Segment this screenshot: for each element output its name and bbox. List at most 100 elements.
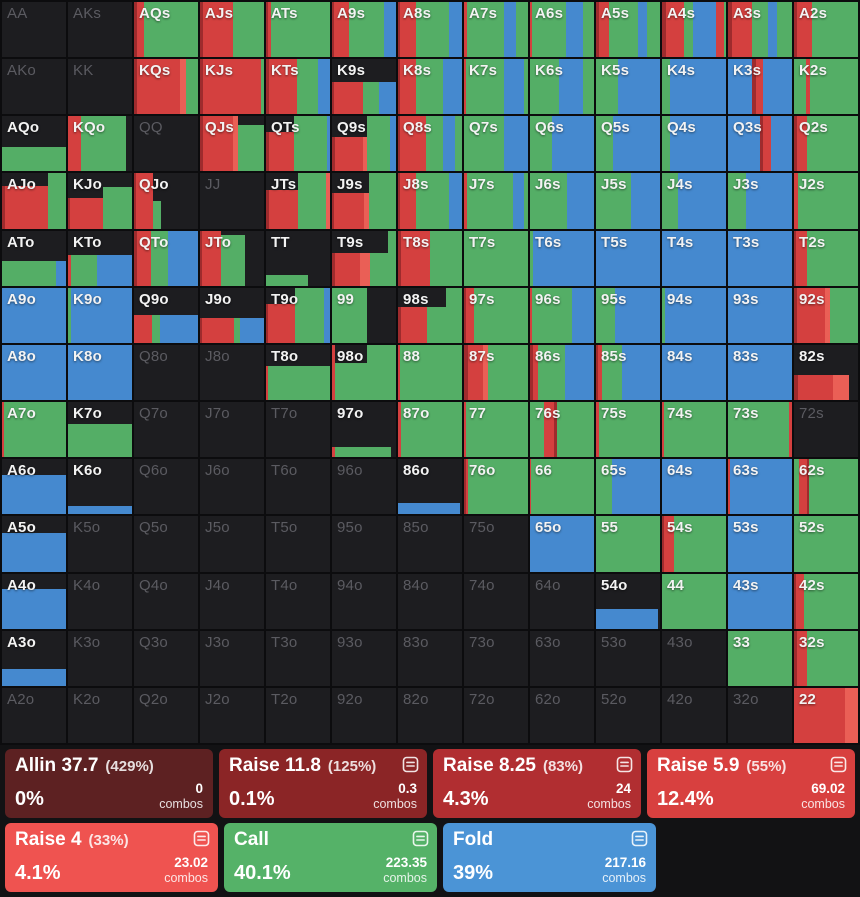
action-button-allin[interactable]: Allin 37.7 (429%) 0% 0 combos bbox=[5, 749, 213, 818]
hand-cell-43s[interactable]: 43s bbox=[728, 573, 792, 629]
hand-cell-84o[interactable]: 84o bbox=[398, 573, 462, 629]
hand-cell-QTs[interactable]: QTs bbox=[266, 116, 330, 172]
action-button-raise11[interactable]: Raise 11.8 (125%) 0.1% 0.3 combos bbox=[219, 749, 427, 818]
hand-cell-J3o[interactable]: J3o bbox=[200, 630, 264, 686]
hand-cell-A9s[interactable]: A9s bbox=[332, 2, 396, 58]
hand-cell-A5s[interactable]: A5s bbox=[596, 2, 660, 58]
hand-cell-Q2s[interactable]: Q2s bbox=[794, 116, 858, 172]
hand-cell-K7s[interactable]: K7s bbox=[464, 59, 528, 115]
hand-cell-Q8s[interactable]: Q8s bbox=[398, 116, 462, 172]
hand-cell-A2o[interactable]: A2o bbox=[2, 687, 66, 743]
hand-cell-96s[interactable]: 96s bbox=[530, 287, 594, 343]
hand-cell-J9o[interactable]: J9o bbox=[200, 287, 264, 343]
hand-cell-A3o[interactable]: A3o bbox=[2, 630, 66, 686]
hand-cell-AJs[interactable]: AJs bbox=[200, 2, 264, 58]
hand-cell-52o[interactable]: 52o bbox=[596, 687, 660, 743]
hand-cell-A7o[interactable]: A7o bbox=[2, 402, 66, 458]
hand-cell-KJo[interactable]: KJo bbox=[68, 173, 132, 229]
hand-cell-72o[interactable]: 72o bbox=[464, 687, 528, 743]
hand-cell-T8s[interactable]: T8s bbox=[398, 230, 462, 286]
hand-cell-86o[interactable]: 86o bbox=[398, 459, 462, 515]
hand-cell-Q2o[interactable]: Q2o bbox=[134, 687, 198, 743]
hand-cell-A8o[interactable]: A8o bbox=[2, 344, 66, 401]
hand-cell-94s[interactable]: 94s bbox=[662, 287, 726, 343]
hand-cell-32o[interactable]: 32o bbox=[728, 687, 792, 743]
hand-cell-82s[interactable]: 82s bbox=[794, 344, 858, 401]
hand-cell-98o[interactable]: 98o bbox=[332, 344, 396, 401]
hand-cell-Q4s[interactable]: Q4s bbox=[662, 116, 726, 172]
hand-cell-J8s[interactable]: J8s bbox=[398, 173, 462, 229]
hand-cell-Q9o[interactable]: Q9o bbox=[134, 287, 198, 343]
hand-cell-42s[interactable]: 42s bbox=[794, 573, 858, 629]
hand-cell-K4s[interactable]: K4s bbox=[662, 59, 726, 115]
hand-cell-Q7s[interactable]: Q7s bbox=[464, 116, 528, 172]
hand-cell-T2s[interactable]: T2s bbox=[794, 230, 858, 286]
hand-cell-J5s[interactable]: J5s bbox=[596, 173, 660, 229]
hand-cell-T2o[interactable]: T2o bbox=[266, 687, 330, 743]
notes-icon[interactable] bbox=[616, 756, 633, 773]
hand-cell-T9o[interactable]: T9o bbox=[266, 287, 330, 343]
hand-cell-97o[interactable]: 97o bbox=[332, 402, 396, 458]
hand-cell-97s[interactable]: 97s bbox=[464, 287, 528, 343]
hand-cell-84s[interactable]: 84s bbox=[662, 344, 726, 401]
hand-cell-J9s[interactable]: J9s bbox=[332, 173, 396, 229]
hand-cell-K4o[interactable]: K4o bbox=[68, 573, 132, 629]
action-button-raise5[interactable]: Raise 5.9 (55%) 12.4% 69.02 combos bbox=[647, 749, 855, 818]
hand-cell-85s[interactable]: 85s bbox=[596, 344, 660, 401]
hand-cell-93s[interactable]: 93s bbox=[728, 287, 792, 343]
hand-cell-A4o[interactable]: A4o bbox=[2, 573, 66, 629]
hand-cell-JTs[interactable]: JTs bbox=[266, 173, 330, 229]
hand-cell-K9o[interactable]: K9o bbox=[68, 287, 132, 343]
hand-cell-QJo[interactable]: QJo bbox=[134, 173, 198, 229]
hand-cell-Q5o[interactable]: Q5o bbox=[134, 516, 198, 572]
hand-cell-Q9s[interactable]: Q9s bbox=[332, 116, 396, 172]
hand-cell-A8s[interactable]: A8s bbox=[398, 2, 462, 58]
hand-cell-87o[interactable]: 87o bbox=[398, 402, 462, 458]
action-button-fold[interactable]: Fold 39% 217.16 combos bbox=[443, 823, 656, 892]
hand-cell-T9s[interactable]: T9s bbox=[332, 230, 396, 286]
hand-cell-T5o[interactable]: T5o bbox=[266, 516, 330, 572]
notes-icon[interactable] bbox=[193, 830, 210, 847]
hand-cell-64s[interactable]: 64s bbox=[662, 459, 726, 515]
hand-cell-J8o[interactable]: J8o bbox=[200, 344, 264, 401]
hand-cell-62o[interactable]: 62o bbox=[530, 687, 594, 743]
hand-cell-83s[interactable]: 83s bbox=[728, 344, 792, 401]
hand-cell-87s[interactable]: 87s bbox=[464, 344, 528, 401]
hand-cell-65s[interactable]: 65s bbox=[596, 459, 660, 515]
hand-cell-93o[interactable]: 93o bbox=[332, 630, 396, 686]
hand-cell-T8o[interactable]: T8o bbox=[266, 344, 330, 401]
hand-cell-94o[interactable]: 94o bbox=[332, 573, 396, 629]
hand-cell-K8s[interactable]: K8s bbox=[398, 59, 462, 115]
hand-cell-98s[interactable]: 98s bbox=[398, 287, 462, 343]
notes-icon[interactable] bbox=[830, 756, 847, 773]
hand-cell-82o[interactable]: 82o bbox=[398, 687, 462, 743]
hand-cell-AQo[interactable]: AQo bbox=[2, 116, 66, 172]
hand-cell-Q8o[interactable]: Q8o bbox=[134, 344, 198, 401]
hand-cell-J6s[interactable]: J6s bbox=[530, 173, 594, 229]
hand-cell-K6o[interactable]: K6o bbox=[68, 459, 132, 515]
hand-cell-52s[interactable]: 52s bbox=[794, 516, 858, 572]
hand-cell-73o[interactable]: 73o bbox=[464, 630, 528, 686]
hand-cell-T4o[interactable]: T4o bbox=[266, 573, 330, 629]
hand-cell-T4s[interactable]: T4s bbox=[662, 230, 726, 286]
hand-cell-T6s[interactable]: T6s bbox=[530, 230, 594, 286]
hand-cell-A4s[interactable]: A4s bbox=[662, 2, 726, 58]
hand-cell-85o[interactable]: 85o bbox=[398, 516, 462, 572]
hand-cell-T3o[interactable]: T3o bbox=[266, 630, 330, 686]
hand-cell-KTo[interactable]: KTo bbox=[68, 230, 132, 286]
action-button-raise8[interactable]: Raise 8.25 (83%) 4.3% 24 combos bbox=[433, 749, 641, 818]
hand-cell-Q5s[interactable]: Q5s bbox=[596, 116, 660, 172]
hand-cell-K5o[interactable]: K5o bbox=[68, 516, 132, 572]
notes-icon[interactable] bbox=[402, 756, 419, 773]
hand-cell-QJs[interactable]: QJs bbox=[200, 116, 264, 172]
hand-cell-96o[interactable]: 96o bbox=[332, 459, 396, 515]
hand-cell-K3s[interactable]: K3s bbox=[728, 59, 792, 115]
hand-cell-ATs[interactable]: ATs bbox=[266, 2, 330, 58]
hand-cell-K7o[interactable]: K7o bbox=[68, 402, 132, 458]
hand-cell-Q3s[interactable]: Q3s bbox=[728, 116, 792, 172]
hand-cell-J4o[interactable]: J4o bbox=[200, 573, 264, 629]
hand-cell-KTs[interactable]: KTs bbox=[266, 59, 330, 115]
hand-cell-J7s[interactable]: J7s bbox=[464, 173, 528, 229]
hand-cell-22[interactable]: 22 bbox=[794, 687, 858, 743]
hand-cell-76o[interactable]: 76o bbox=[464, 459, 528, 515]
